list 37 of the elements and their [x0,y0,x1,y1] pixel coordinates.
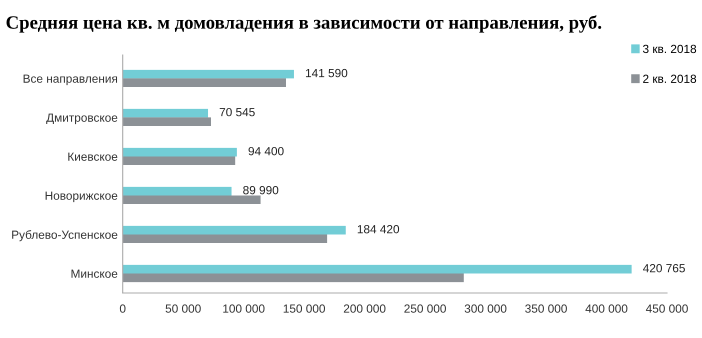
x-tick-label: 300 000 [464,304,506,313]
legend-label: 2 кв. 2018 [643,74,696,83]
bar [122,148,237,156]
bar [122,273,464,282]
bar [122,117,211,126]
x-tick-label: 50 000 [166,304,201,313]
x-tick-label: 0 [120,304,126,313]
legend-label: 3 кв. 2018 [642,44,696,54]
bar [122,108,208,118]
x-tick-label: 250 000 [404,304,446,313]
y-tick-label: Киевское [68,152,118,161]
bar [122,195,261,204]
x-tick-label: 150 000 [284,304,326,313]
y-tick-label: Дмитровское [46,114,118,124]
bar [122,264,632,274]
y-tick-label: Минское [72,270,118,278]
x-tick-label: 100 000 [223,304,265,313]
data-label: 141 590 [306,68,348,78]
x-tick-label: 400 000 [585,304,628,313]
chart-title: Средняя цена кв. м домовладения в зависимости от направления, руб. [6,15,602,33]
bar [122,156,236,166]
data-label: 420 765 [643,264,685,272]
y-tick-label: Новорижское [46,192,118,202]
bar [122,226,346,234]
x-tick-label: 350 000 [525,304,567,313]
data-label: 94 400 [248,146,284,156]
data-label: 70 545 [220,108,255,116]
bar [122,70,294,78]
bar [122,234,328,244]
bar [122,78,286,87]
y-tick-label: Рублево-Успенское [12,230,118,242]
x-tick-label: 200 000 [344,304,386,313]
data-label: 184 420 [358,224,400,234]
data-label: 89 990 [243,186,278,194]
bar [122,186,232,196]
x-tick-label: 450 000 [646,304,688,313]
y-tick-label: Все направления [24,74,118,86]
